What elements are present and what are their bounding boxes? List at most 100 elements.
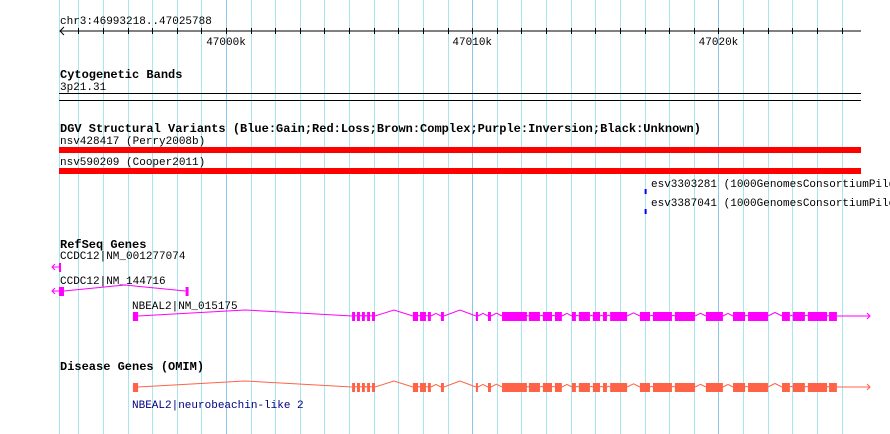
exon: [652, 383, 672, 392]
exon: [420, 383, 426, 392]
intron-line: [694, 383, 707, 388]
exon: [610, 312, 628, 321]
intron-line: [430, 383, 442, 388]
gene-nbeal2-omim[interactable]: [132, 380, 871, 392]
intron-line: [722, 312, 734, 317]
exon: [361, 312, 365, 321]
exon: [132, 312, 139, 321]
intron-line: [539, 385, 544, 388]
exon: [602, 383, 607, 392]
dgv-feature-label[interactable]: esv3303281 (1000GenomesConsortiumPilotPr: [651, 179, 890, 191]
ruler-tick-label: 47000k: [206, 37, 246, 49]
exon: [807, 383, 828, 392]
intron-line: [744, 314, 749, 317]
intron-line: [477, 383, 489, 388]
exon: [475, 383, 478, 392]
intron-line: [626, 312, 641, 317]
exon: [372, 312, 375, 321]
cytoband-label: 3p21.31: [60, 82, 107, 94]
exon: [185, 287, 189, 296]
intron-line: [606, 385, 611, 388]
intron-line: [138, 309, 353, 317]
exon: [792, 383, 805, 392]
gene-nbeal2-nm-015175[interactable]: [132, 309, 871, 321]
gene-label[interactable]: CCDC12|NM_001277074: [60, 251, 186, 263]
exon: [367, 312, 371, 321]
intron-line: [599, 314, 604, 317]
gene-ccdc12-nm-001277074[interactable]: [51, 263, 62, 272]
exon: [748, 383, 768, 392]
track-title-refseq: RefSeq Genes: [60, 238, 146, 252]
gene-label[interactable]: NBEAL2|NM_015175: [132, 301, 238, 313]
intron-line: [364, 314, 368, 317]
exon: [733, 312, 746, 321]
exon: [829, 312, 837, 321]
exon: [807, 312, 828, 321]
exon: [356, 312, 360, 321]
exon: [475, 312, 478, 321]
dgv-feature-loss[interactable]: [59, 168, 861, 174]
dgv-feature-loss[interactable]: [59, 147, 861, 153]
exon: [639, 312, 651, 321]
gene-label[interactable]: CCDC12|NM_144716: [60, 276, 166, 288]
intron-line: [63, 284, 186, 292]
exon: [440, 312, 444, 321]
exon: [372, 383, 375, 392]
track-title-omim: Disease Genes (OMIM): [60, 360, 204, 374]
intron-line: [430, 312, 442, 317]
intron-line: [694, 312, 707, 317]
intron-line: [539, 314, 544, 317]
intron-line: [789, 385, 794, 388]
ruler-tick-label: 47020k: [699, 37, 739, 49]
exon: [578, 312, 590, 321]
exon: [420, 312, 426, 321]
exon: [487, 312, 491, 321]
intron-line: [744, 385, 749, 388]
region-label: chr3:46993218..47025788: [60, 16, 212, 28]
exon: [528, 383, 540, 392]
ruler-left-arrow-icon: [59, 26, 65, 36]
exon: [59, 287, 64, 296]
omim-gene-label[interactable]: NBEAL2|neurobeachin-like 2: [132, 400, 304, 412]
track-title-dgv: DGV Structural Variants (Blue:Gain;Red:L…: [60, 122, 701, 136]
intron-line: [789, 314, 794, 317]
strand-arrow-right-icon: [866, 312, 871, 320]
intron-line: [671, 385, 676, 388]
intron-line: [599, 385, 604, 388]
intron-line: [575, 385, 580, 388]
intron-line: [551, 385, 556, 388]
exon: [132, 383, 139, 392]
intron-line: [626, 383, 641, 388]
dgv-feature-label[interactable]: nsv590209 (Cooper2011): [60, 157, 205, 169]
ruler[interactable]: 47000k 47010k 47020k: [59, 26, 861, 49]
exon: [571, 312, 576, 321]
exon: [578, 383, 590, 392]
exon: [356, 383, 360, 392]
exon: [352, 312, 356, 321]
exon: [610, 383, 628, 392]
intron-line: [767, 311, 783, 317]
dgv-feature-label[interactable]: nsv428417 (Perry2008b): [60, 136, 205, 148]
intron-line: [575, 314, 580, 317]
grid-lines: [59, 0, 843, 434]
exon: [748, 312, 768, 321]
intron-line: [589, 385, 594, 388]
strand-arrow-left-icon: [51, 263, 56, 271]
exon: [782, 383, 790, 392]
intron-line: [561, 312, 573, 317]
intron-line: [767, 382, 783, 388]
exon: [412, 312, 419, 321]
exon: [427, 383, 431, 392]
gene-ccdc12-nm-144716[interactable]: [51, 284, 189, 296]
dgv-feature-gain[interactable]: [644, 209, 647, 214]
exon: [352, 383, 356, 392]
exon: [554, 312, 562, 321]
dgv-feature-label[interactable]: esv3387041 (1000GenomesConsortiumPilotPr: [651, 198, 890, 210]
intron-line: [671, 314, 676, 317]
exon: [412, 383, 419, 392]
intron-line: [804, 314, 809, 317]
exon: [705, 312, 723, 321]
exon: [639, 383, 651, 392]
intron-line: [477, 312, 489, 317]
dgv-feature-gain[interactable]: [644, 189, 647, 194]
